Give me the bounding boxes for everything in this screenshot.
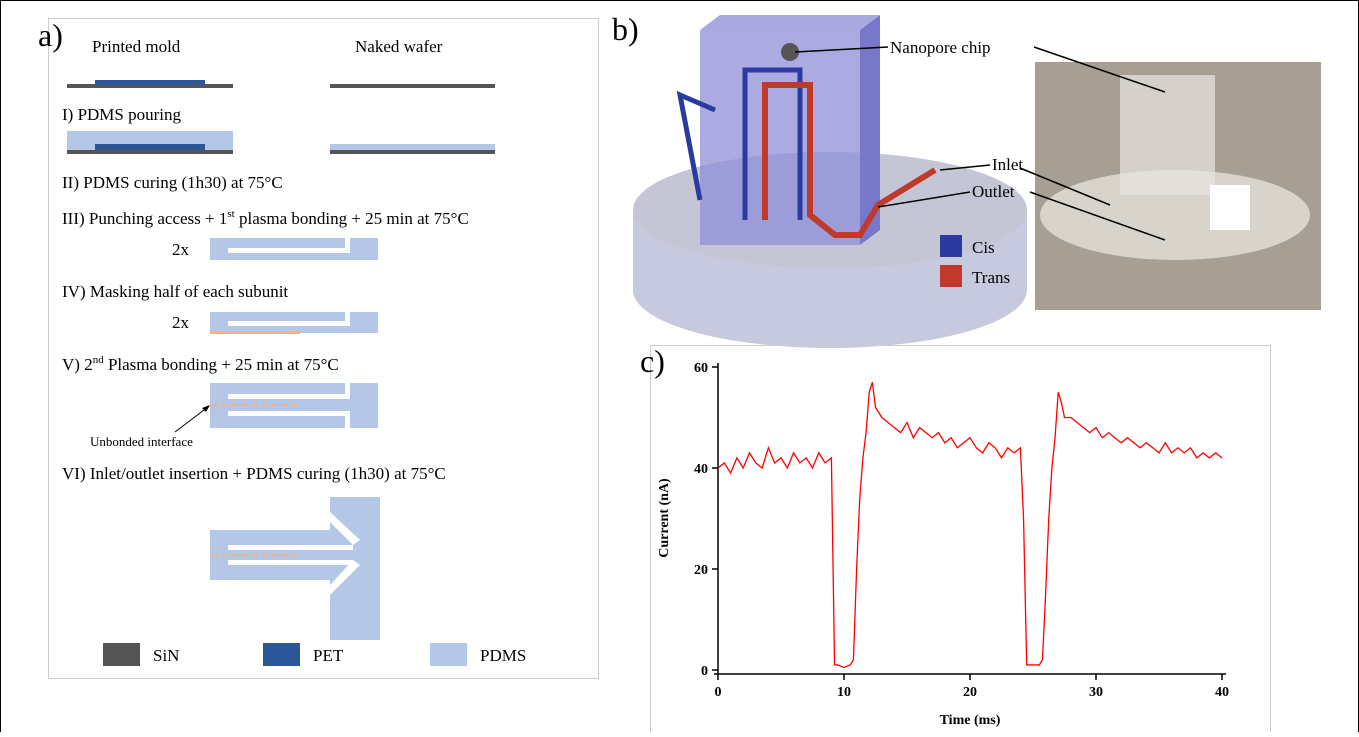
panel-label: c) <box>640 343 665 379</box>
callout: Nanopore chip <box>890 38 991 57</box>
x-axis-label: Time (ms) <box>940 713 1001 728</box>
y-tick-label: 20 <box>694 563 708 578</box>
panel-a-frame <box>48 18 599 679</box>
y-tick-label: 40 <box>694 462 708 477</box>
legend: SiN PET PDMS <box>103 643 526 666</box>
legend-label: Trans <box>972 268 1010 287</box>
legend-swatch <box>940 265 962 287</box>
photo-tag <box>1210 185 1250 230</box>
chip-illustration <box>633 15 1027 348</box>
x-tick-label: 10 <box>837 685 851 700</box>
step: II) PDMS curing (1h30) at 75°C <box>62 173 283 192</box>
panel-label: b) <box>612 11 639 47</box>
process-drawings <box>67 80 495 640</box>
data-line <box>717 381 1223 669</box>
x-tick-label: 30 <box>1089 685 1103 700</box>
multiplier: 2x <box>172 240 190 259</box>
callout: Outlet <box>972 182 1015 201</box>
plot: 0 20 40 60 0 10 20 30 40 <box>694 361 1229 700</box>
legend-label: SiN <box>153 646 179 665</box>
annotation: Unbonded interface <box>90 434 193 449</box>
legend-swatch <box>430 643 467 666</box>
legend-label: PET <box>313 646 344 665</box>
legend-swatch <box>103 643 140 666</box>
x-tick-label: 0 <box>715 685 722 700</box>
y-tick-label: 60 <box>694 361 708 376</box>
multiplier: 2x <box>172 313 190 332</box>
photo-chip <box>1120 75 1215 195</box>
legend: Cis Trans <box>940 235 1010 287</box>
y-axis-label: Current (nA) <box>657 478 672 558</box>
legend-swatch <box>263 643 300 666</box>
step: I) PDMS pouring <box>62 105 182 124</box>
step: VI) Inlet/outlet insertion + PDMS curing… <box>62 464 446 483</box>
column-title: Naked wafer <box>355 37 443 56</box>
legend-swatch <box>940 235 962 257</box>
step: V) 2nd Plasma bonding + 25 min at 75°C <box>62 354 339 374</box>
step: IV) Masking half of each subunit <box>62 282 288 301</box>
column-title: Printed mold <box>92 37 181 56</box>
panel-c-frame <box>650 345 1271 737</box>
legend-label: Cis <box>972 238 995 257</box>
callout-arrows <box>794 46 1166 241</box>
callout: Inlet <box>992 155 1023 174</box>
legend-label: PDMS <box>480 646 526 665</box>
step: III) Punching access + 1st plasma bondin… <box>62 208 469 228</box>
x-tick-label: 40 <box>1215 685 1229 700</box>
panel-label: a) <box>38 17 63 53</box>
x-tick-label: 20 <box>963 685 977 700</box>
y-tick-label: 0 <box>701 664 708 679</box>
